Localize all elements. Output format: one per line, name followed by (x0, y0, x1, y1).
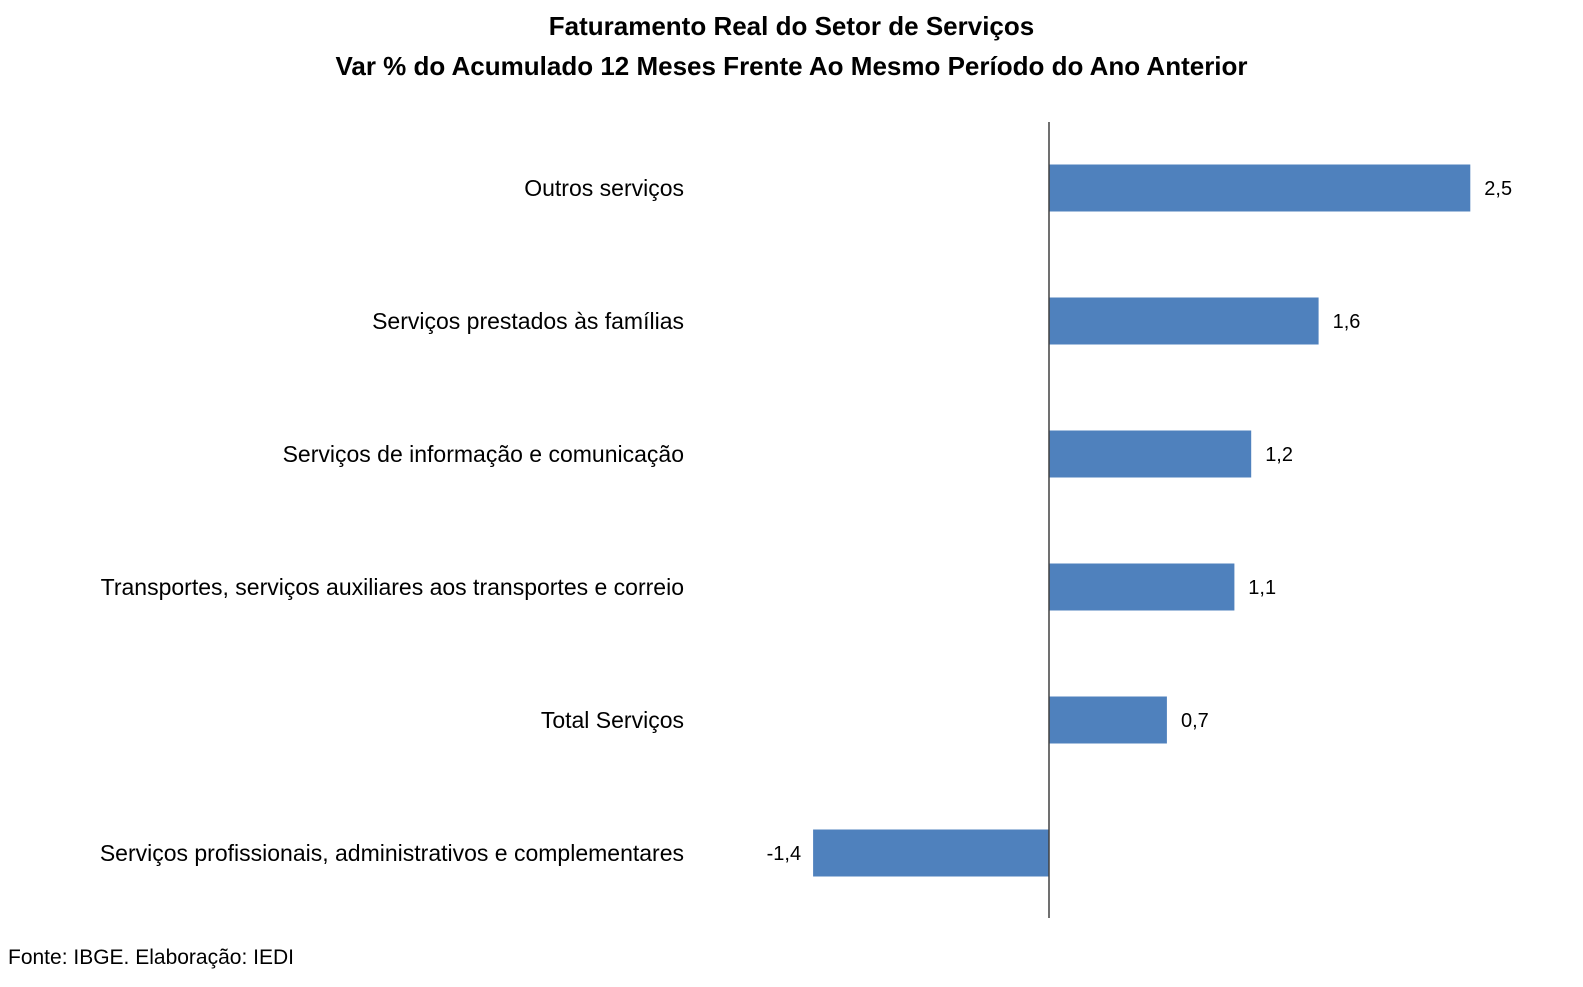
bar (1049, 563, 1235, 611)
data-label: 2,5 (1484, 178, 1512, 200)
labels-layer: Outros serviços 2,5 Serviços prestados às … (100, 175, 1512, 866)
category-label: Serviços prestados às famílias (372, 308, 684, 334)
source-note: Fonte: IBGE. Elaboração: IEDI (8, 946, 294, 969)
bar (1049, 297, 1319, 345)
category-label: Serviços profissionais, administrativos … (100, 840, 684, 866)
bar (1049, 164, 1471, 212)
data-label: 1,1 (1248, 577, 1276, 599)
data-label: 1,2 (1265, 444, 1293, 466)
bars-layer (813, 164, 1471, 877)
category-label: Total Serviços (541, 707, 684, 733)
bar (813, 829, 1049, 877)
chart-title-line: Faturamento Real do Setor de Serviços (548, 11, 1035, 41)
chart-title: Faturamento Real do Setor de Serviços Va… (0, 6, 1583, 86)
chart-subtitle-line: Var % do Acumulado 12 Meses Frente Ao Me… (335, 51, 1248, 81)
data-label: 0,7 (1181, 710, 1209, 732)
bar (1049, 696, 1167, 744)
category-label: Transportes, serviços auxiliares aos tra… (101, 574, 684, 600)
data-label: -1,4 (767, 843, 801, 865)
category-label: Serviços de informação e comunicação (283, 441, 684, 467)
data-label: 1,6 (1333, 311, 1361, 333)
category-label: Outros serviços (524, 175, 684, 201)
bar (1049, 430, 1252, 478)
